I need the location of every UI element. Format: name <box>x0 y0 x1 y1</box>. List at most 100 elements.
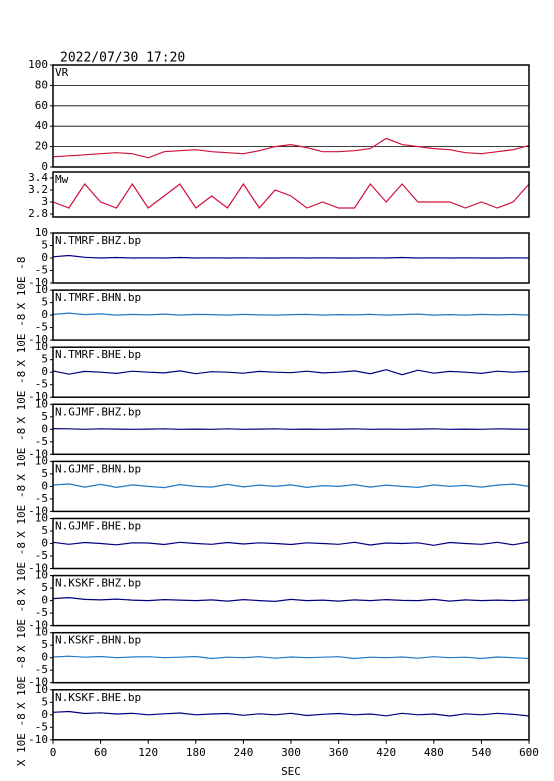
panel-label: N.TMRF.BHZ.bp <box>55 234 141 247</box>
y-tick-label: 5 <box>41 695 48 708</box>
y-tick-label: 3.2 <box>28 183 48 196</box>
panel-label: VR <box>55 66 69 79</box>
panel-frame <box>52 232 530 284</box>
y-axis-label: X 10E -8 <box>15 371 28 424</box>
y-tick-label: 5 <box>41 524 48 537</box>
y-tick-label: 60 <box>35 99 48 112</box>
x-tick-label: 300 <box>281 746 301 759</box>
y-tick-label: -10 <box>28 733 48 746</box>
y-tick-label: 5 <box>41 467 48 480</box>
y-tick-label: 0 <box>41 708 48 721</box>
y-axis-label: X 10E -8 <box>15 599 28 652</box>
y-tick-label: -10 <box>28 676 48 689</box>
y-tick-label: 10 <box>35 283 48 296</box>
data-line <box>52 596 530 603</box>
y-tick-label: -5 <box>35 492 48 505</box>
y-axis-label: X 10E -8 <box>15 257 28 310</box>
data-line <box>52 710 530 717</box>
y-tick-label: 10 <box>35 626 48 639</box>
panel-frame <box>52 289 530 341</box>
y-tick-label: -5 <box>35 606 48 619</box>
y-tick-label: -5 <box>35 378 48 391</box>
y-tick-label: 5 <box>41 581 48 594</box>
x-axis-label: SEC <box>281 765 301 778</box>
panel-label: N.KSKF.BHZ.bp <box>55 577 141 590</box>
y-tick-label: 5 <box>41 638 48 651</box>
y-tick-label: 2.8 <box>28 207 48 220</box>
y-axis-label: X 10E -8 <box>15 542 28 595</box>
y-tick-label: 0 <box>41 251 48 264</box>
x-tick-label: 360 <box>329 746 349 759</box>
y-tick-label: -10 <box>28 562 48 575</box>
y-tick-label: 10 <box>35 454 48 467</box>
y-tick-label: 10 <box>35 397 48 410</box>
y-tick-label: 0 <box>41 651 48 664</box>
y-tick-label: 10 <box>35 569 48 582</box>
panel-label: N.TMRF.BHE.bp <box>55 348 141 361</box>
y-tick-label: -10 <box>28 504 48 517</box>
panel-frame <box>52 64 530 168</box>
y-tick-label: -5 <box>35 435 48 448</box>
panel-label: N.KSKF.BHN.bp <box>55 634 141 647</box>
y-tick-label: 0 <box>41 479 48 492</box>
x-tick-label: 420 <box>376 746 396 759</box>
y-tick-label: 10 <box>35 340 48 353</box>
y-tick-label: -5 <box>35 264 48 277</box>
y-tick-label: 80 <box>35 78 48 91</box>
y-tick-label: 5 <box>41 410 48 423</box>
data-line <box>52 137 530 159</box>
panel-frame <box>52 631 530 684</box>
panel-label: N.TMRF.BHN.bp <box>55 291 141 304</box>
data-line <box>52 369 530 376</box>
y-tick-label: 20 <box>35 140 48 153</box>
y-tick-label: -10 <box>28 333 48 346</box>
y-tick-label: 100 <box>28 58 48 71</box>
y-tick-label: 0 <box>41 308 48 321</box>
y-tick-label: -10 <box>28 447 48 460</box>
panel-label: N.GJMF.BHN.bp <box>55 462 141 475</box>
data-line <box>52 428 530 430</box>
panel-frame <box>52 460 530 513</box>
panel-label: N.GJMF.BHE.bp <box>55 520 141 533</box>
x-tick-label: 60 <box>94 746 107 759</box>
y-tick-label: -5 <box>35 720 48 733</box>
y-tick-label: 10 <box>35 226 48 239</box>
y-tick-label: 5 <box>41 239 48 252</box>
panel-label: Mw <box>55 173 69 186</box>
y-tick-label: -5 <box>35 321 48 334</box>
data-line <box>52 312 530 316</box>
data-line <box>52 655 530 660</box>
x-tick-label: 120 <box>138 746 158 759</box>
y-axis-label: X 10E -8 <box>15 713 28 766</box>
y-tick-label: 3.4 <box>28 171 48 184</box>
y-tick-label: 0 <box>41 365 48 378</box>
y-tick-label: -10 <box>28 619 48 632</box>
x-tick-label: 600 <box>519 746 539 759</box>
panel-frame <box>52 346 530 398</box>
x-tick-label: 540 <box>471 746 491 759</box>
panel-frame <box>52 171 530 218</box>
y-tick-label: 40 <box>35 119 48 132</box>
data-line <box>52 483 530 489</box>
y-tick-label: 5 <box>41 353 48 366</box>
y-tick-label: 3 <box>41 195 48 208</box>
data-line <box>52 254 530 259</box>
y-tick-label: 0 <box>41 422 48 435</box>
chart-title: 2022/07/30 17:20 <box>60 51 185 66</box>
y-axis-label: X 10E -8 <box>15 656 28 709</box>
y-tick-label: 0 <box>41 537 48 550</box>
y-axis-label: X 10E -8 <box>15 428 28 481</box>
panel-frame <box>52 517 530 570</box>
y-tick-label: 5 <box>41 296 48 309</box>
y-tick-label: 10 <box>35 512 48 525</box>
y-tick-label: 0 <box>41 594 48 607</box>
y-tick-label: 10 <box>35 683 48 696</box>
x-tick-label: 180 <box>186 746 206 759</box>
y-tick-label: -10 <box>28 276 48 289</box>
panel-label: N.KSKF.BHE.bp <box>55 691 141 704</box>
data-line <box>52 182 530 209</box>
panel-frame <box>52 574 530 627</box>
x-tick-label: 240 <box>233 746 253 759</box>
y-tick-label: 0 <box>41 160 48 173</box>
